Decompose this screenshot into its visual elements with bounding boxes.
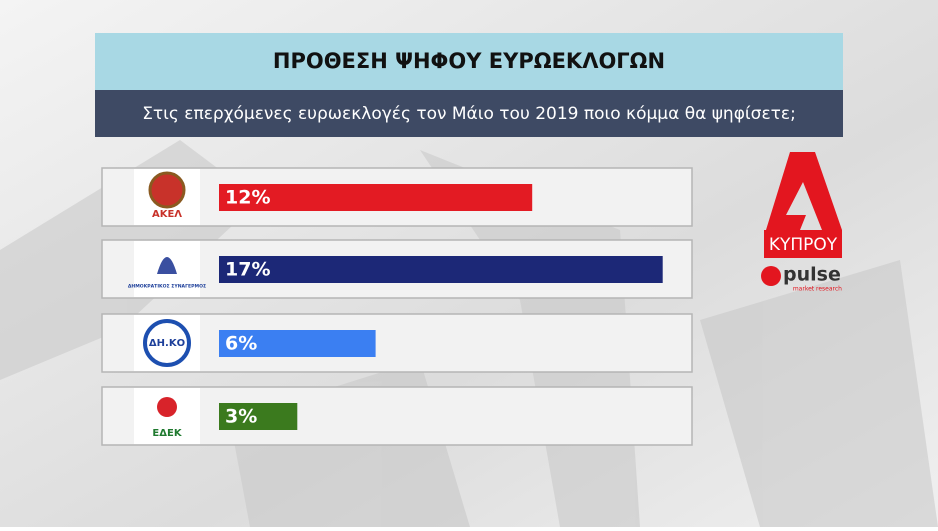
title-box [95,33,843,90]
data-label: 17% [225,259,270,281]
subtitle-box [95,90,843,137]
alpha-shape [766,152,842,230]
bar [219,184,533,211]
pollster-tagline: market research [793,286,842,293]
logo-emblem [143,319,191,367]
row-box [101,386,693,446]
logo-emblem [148,171,186,209]
data-label: 12% [225,187,270,209]
category-label: ΔΗ.ΚΟ [149,338,185,349]
row-box [101,313,693,373]
pollster-name: pulse [783,264,841,286]
category-label: ΕΔΕΚ [152,428,182,439]
data-label: 3% [225,406,257,428]
chart-subtitle: Στις επερχόμενες ευρωεκλογές τον Μάιο το… [142,104,796,124]
logo-emblem [157,397,177,417]
chart-title: ΠΡΟΘΕΣΗ ΨΗΦΟΥ ΕΥΡΩΕΚΛΟΓΩΝ [273,49,665,73]
bar [219,256,663,283]
channel-logo: ΚΥΠΡΟΥ pulse market research [761,152,842,293]
logo-emblem [157,257,177,274]
channel-box [764,230,842,258]
data-label: 6% [225,333,257,355]
bar [219,330,376,357]
pollster-dot [761,266,781,286]
channel-name: ΚΥΠΡΟΥ [769,235,838,255]
bar [219,403,298,430]
category-label: ΔΗΜΟΚΡΑΤΙΚΟΣ ΣΥΝΑΓΕΡΜΟΣ [128,284,206,290]
category-label: ΑΚΕΛ [152,209,182,220]
